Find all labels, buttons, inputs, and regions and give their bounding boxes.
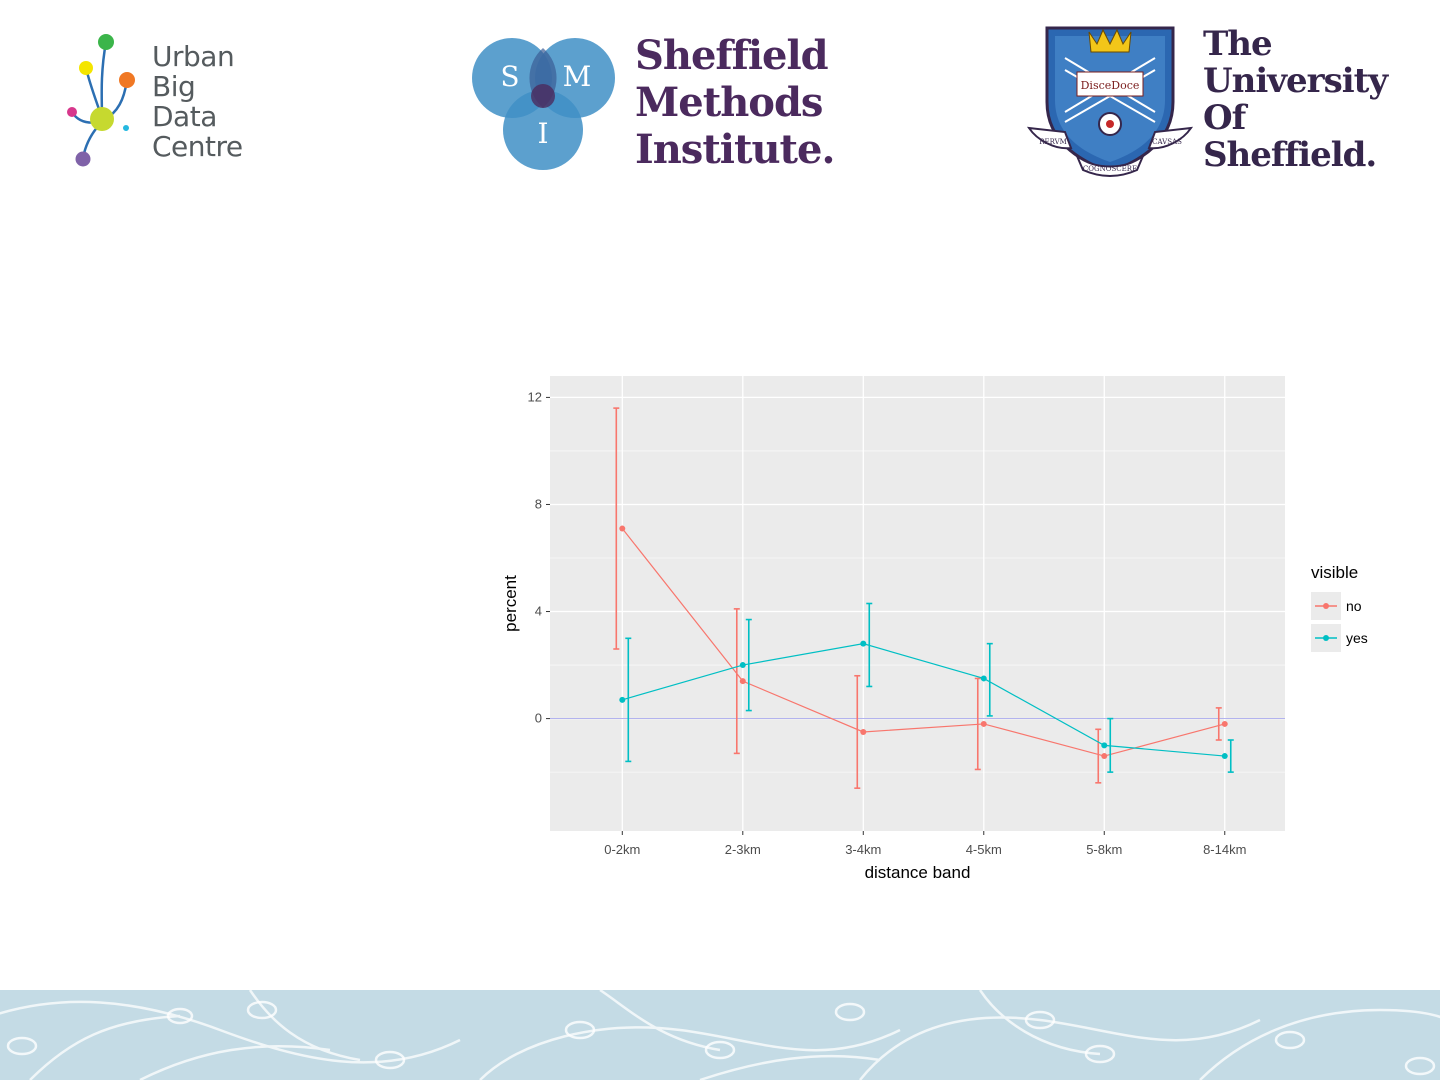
x-tick-label: 8-14km <box>1203 842 1246 857</box>
y-axis-ticks: 0 4 8 12 <box>528 389 550 726</box>
error-bar-line-chart: 0 4 8 12 0-2km 2-3km 3-4km 4-5km 5-8km 8-14km di… <box>501 376 1368 882</box>
series-line-yes <box>622 643 1225 757</box>
series-layer <box>613 407 1234 789</box>
data-point-yes <box>1221 753 1228 760</box>
data-point-yes <box>860 640 867 647</box>
tuos-line: Sheffield. <box>1203 135 1377 175</box>
smi-letter-i: I <box>537 117 548 150</box>
crest-motto: DisceDoce <box>1081 79 1140 92</box>
data-point-no <box>739 678 746 685</box>
tuos-line: Of <box>1203 98 1246 138</box>
data-point-yes <box>980 675 987 682</box>
x-tick-label: 4-5km <box>966 842 1002 857</box>
series-yes <box>619 602 1234 773</box>
x-tick-label: 0-2km <box>604 842 640 857</box>
legend-label-no: no <box>1346 598 1362 614</box>
y-tick-label: 4 <box>535 604 542 619</box>
data-point-no <box>619 525 626 532</box>
smi-letter-m: M <box>563 60 592 93</box>
data-point-yes <box>619 696 626 703</box>
ubdc-line: Data <box>152 100 217 133</box>
legend-key-point-no <box>1323 603 1329 609</box>
university-crest: DisceDoce RERVM COGNOSCERE CAVSAS <box>1026 26 1194 177</box>
series-line-no <box>621 528 1225 757</box>
tuos-wordmark: The University Of Sheffield. <box>1203 24 1388 175</box>
sheffield-methods-institute-logo: S M I Sheffield Methods Institute. <box>470 28 850 178</box>
data-point-yes <box>1101 742 1108 749</box>
series-no <box>613 407 1228 789</box>
data-point-no <box>1221 720 1228 727</box>
ubdc-logo-mark <box>67 34 135 167</box>
ubdc-line: Urban <box>152 40 235 73</box>
data-point-no <box>980 720 987 727</box>
crest-scroll-right: CAVSAS <box>1152 138 1182 146</box>
y-tick-label: 0 <box>535 711 542 726</box>
footer-network-banner <box>0 990 1440 1080</box>
data-point-no <box>1101 753 1108 760</box>
legend-title: visible <box>1311 563 1358 582</box>
smi-wordmark: Sheffield Methods Institute. <box>635 32 835 173</box>
y-axis-label: percent <box>501 575 520 632</box>
network-pattern <box>0 990 1440 1080</box>
minor-gridlines <box>550 450 1285 773</box>
smi-venn-mark: S M I <box>472 38 615 170</box>
y-tick-label: 8 <box>535 496 542 511</box>
x-tick-label: 2-3km <box>725 842 761 857</box>
x-tick-label: 3-4km <box>845 842 881 857</box>
y-tick-label: 12 <box>528 389 542 404</box>
smi-letter-s: S <box>500 60 519 93</box>
smi-line: Methods <box>635 79 823 126</box>
tuos-line: The <box>1203 24 1273 64</box>
x-tick-label: 5-8km <box>1086 842 1122 857</box>
ubdc-line: Big <box>152 70 196 103</box>
ubdc-wordmark: Urban Big Data Centre <box>152 42 243 162</box>
legend-label-yes: yes <box>1346 630 1368 646</box>
data-point-no <box>860 728 867 735</box>
crest-scroll-center: COGNOSCERE <box>1083 165 1137 173</box>
smi-line: Institute. <box>635 126 835 173</box>
university-of-sheffield-logo: DisceDoce RERVM COGNOSCERE CAVSAS The Un… <box>1025 22 1405 182</box>
plot-panel <box>550 376 1285 831</box>
tuos-line: University <box>1203 61 1388 101</box>
data-point-yes <box>739 662 746 669</box>
urban-big-data-centre-logo: Urban Big Data Centre <box>60 30 260 170</box>
legend: visible no yes <box>1311 563 1368 652</box>
smi-line: Sheffield <box>635 32 829 79</box>
legend-key-point-yes <box>1323 635 1329 641</box>
ubdc-line: Centre <box>152 130 243 163</box>
x-axis-label: distance band <box>865 863 971 882</box>
crest-scroll-left: RERVM <box>1039 138 1067 146</box>
x-axis-ticks: 0-2km 2-3km 3-4km 4-5km 5-8km 8-14km <box>604 831 1246 857</box>
